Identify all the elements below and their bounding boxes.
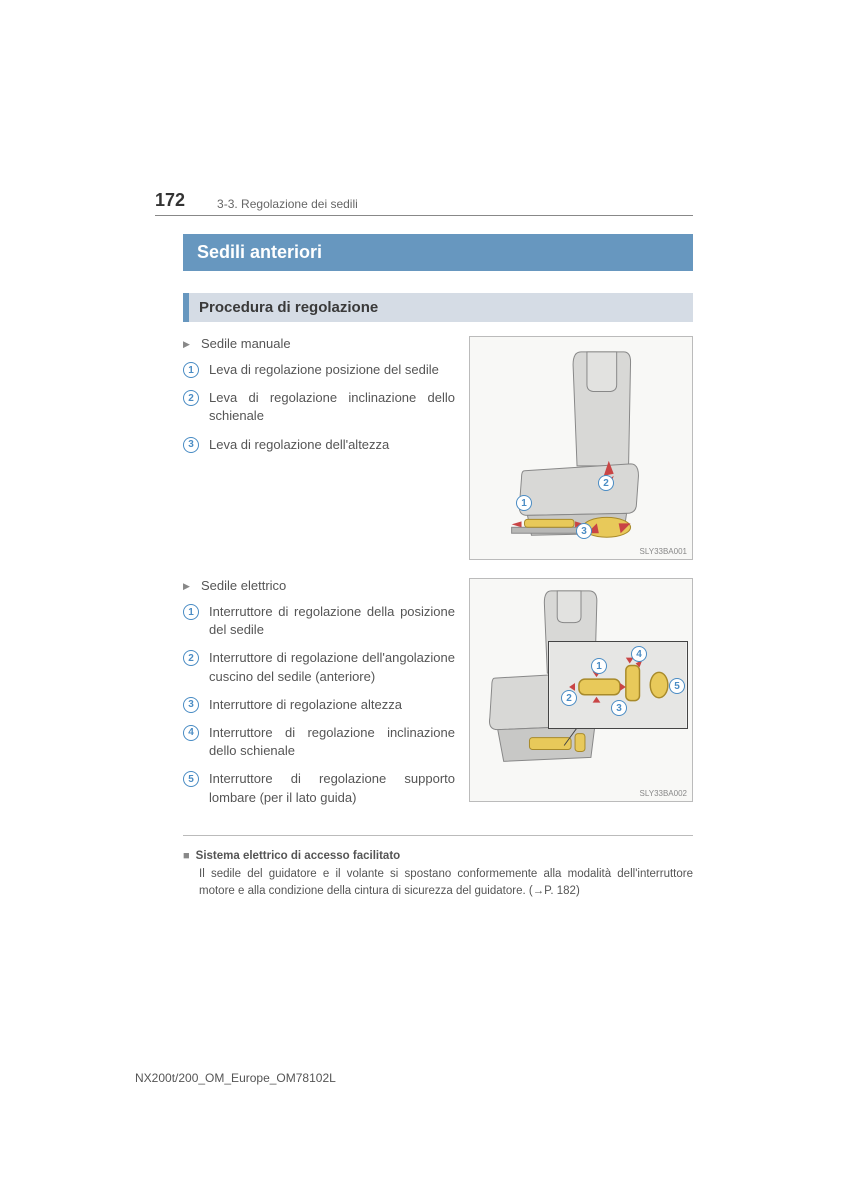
manual-item: 1 Leva di regolazione posizione del sedi… bbox=[183, 361, 455, 379]
electric-item: 2 Interruttore di regolazione dell'angol… bbox=[183, 649, 455, 685]
manual-seat-diagram: 1 2 3 SLY33BA001 bbox=[469, 336, 693, 560]
item-text: Interruttore di regolazione altezza bbox=[209, 696, 455, 714]
inset-callout-1: 1 bbox=[591, 658, 607, 674]
section-divider bbox=[183, 835, 693, 836]
note-section: ■ Sistema elettrico di accesso facilitat… bbox=[183, 850, 693, 901]
diagram-callout-2: 2 bbox=[598, 475, 614, 491]
inset-callout-3: 3 bbox=[611, 700, 627, 716]
number-circle-icon: 2 bbox=[183, 650, 199, 666]
number-circle-icon: 1 bbox=[183, 362, 199, 378]
item-text: Interruttore di regolazione inclinazione… bbox=[209, 724, 455, 760]
manual-text-column: Sedile manuale 1 Leva di regolazione pos… bbox=[183, 336, 455, 560]
diagram-callout-1: 1 bbox=[516, 495, 532, 511]
note-title-row: ■ Sistema elettrico di accesso facilitat… bbox=[183, 850, 693, 862]
note-body: Il sedile del guidatore e il volante si … bbox=[183, 866, 693, 901]
inset-callout-4: 4 bbox=[631, 646, 647, 662]
item-text: Leva di regolazione posizione del sedile bbox=[209, 361, 455, 379]
manual-label: Sedile manuale bbox=[183, 336, 455, 351]
item-text: Leva di regolazione inclinazione dello s… bbox=[209, 389, 455, 425]
number-circle-icon: 4 bbox=[183, 725, 199, 741]
page-header: 172 3-3. Regolazione dei sedili bbox=[155, 190, 693, 216]
chapter-reference: 3-3. Regolazione dei sedili bbox=[217, 197, 358, 211]
electric-item: 5 Interruttore di regolazione supporto l… bbox=[183, 770, 455, 806]
section-title: Sedili anteriori bbox=[183, 234, 693, 271]
note-title: Sistema elettrico di accesso facilitato bbox=[196, 850, 401, 862]
inset-callout-2: 2 bbox=[561, 690, 577, 706]
item-text: Interruttore di regolazione dell'angolaz… bbox=[209, 649, 455, 685]
item-text: Leva di regolazione dell'altezza bbox=[209, 436, 455, 454]
electric-item: 1 Interruttore di regolazione della posi… bbox=[183, 603, 455, 639]
diagram-callout-3: 3 bbox=[576, 523, 592, 539]
number-circle-icon: 5 bbox=[183, 771, 199, 787]
number-circle-icon: 1 bbox=[183, 604, 199, 620]
diagram-id: SLY33BA001 bbox=[640, 547, 687, 556]
manual-item: 2 Leva di regolazione inclinazione dello… bbox=[183, 389, 455, 425]
subsection-header: Procedura di regolazione bbox=[183, 293, 693, 322]
electric-item: 3 Interruttore di regolazione altezza bbox=[183, 696, 455, 714]
inset-callout-5: 5 bbox=[669, 678, 685, 694]
manual-item: 3 Leva di regolazione dell'altezza bbox=[183, 436, 455, 454]
diagram-id: SLY33BA002 bbox=[640, 789, 687, 798]
manual-seat-block: Sedile manuale 1 Leva di regolazione pos… bbox=[183, 336, 693, 560]
number-circle-icon: 3 bbox=[183, 697, 199, 713]
number-circle-icon: 3 bbox=[183, 437, 199, 453]
electric-label: Sedile elettrico bbox=[183, 578, 455, 593]
electric-seat-block: Sedile elettrico 1 Interruttore di regol… bbox=[183, 578, 693, 817]
page-number: 172 bbox=[155, 190, 185, 211]
item-text: Interruttore di regolazione supporto lom… bbox=[209, 770, 455, 806]
electric-item: 4 Interruttore di regolazione inclinazio… bbox=[183, 724, 455, 760]
item-text: Interruttore di regolazione della posizi… bbox=[209, 603, 455, 639]
diagram-inset: 1 2 3 4 5 bbox=[548, 641, 688, 729]
footer-reference: NX200t/200_OM_Europe_OM78102L bbox=[135, 1071, 336, 1085]
electric-text-column: Sedile elettrico 1 Interruttore di regol… bbox=[183, 578, 455, 817]
number-circle-icon: 2 bbox=[183, 390, 199, 406]
electric-seat-diagram: 1 2 3 4 5 SLY33BA002 bbox=[469, 578, 693, 802]
square-bullet-icon: ■ bbox=[183, 850, 190, 862]
